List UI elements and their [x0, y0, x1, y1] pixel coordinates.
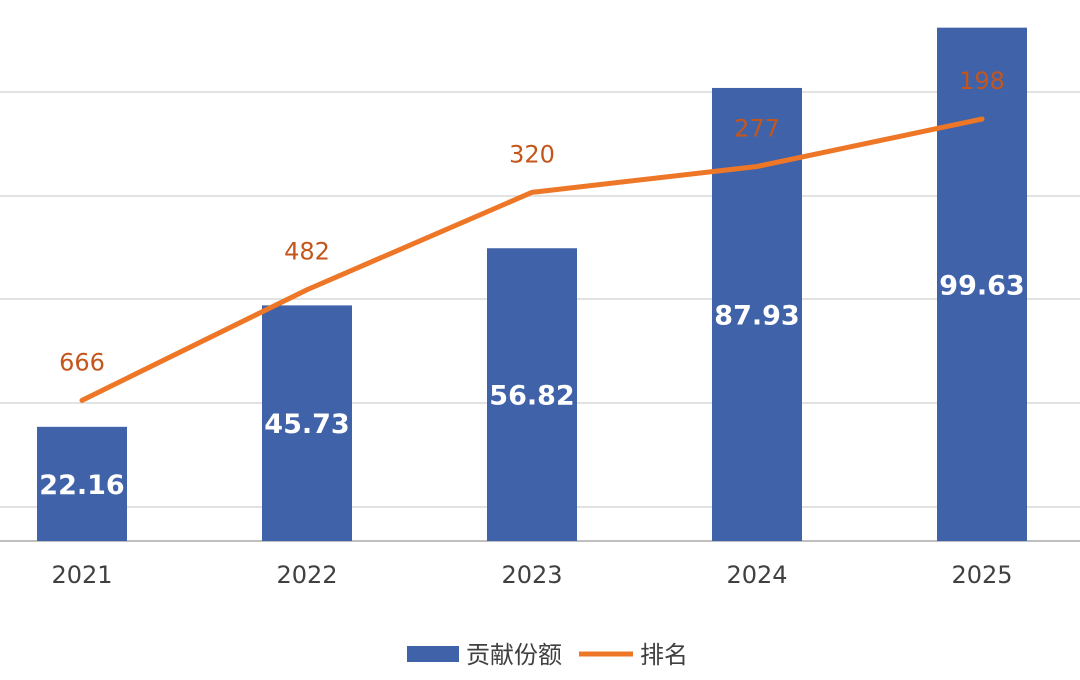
rank-label-2022: 482 [284, 238, 330, 266]
legend: 贡献份额 排名 [407, 641, 688, 669]
rank-label-2025: 198 [959, 67, 1005, 95]
bar-label-2021: 22.16 [39, 470, 124, 501]
rank-label-2024: 277 [734, 115, 780, 143]
legend-line-label: 排名 [640, 641, 688, 669]
bar-label-2022: 45.73 [264, 409, 349, 440]
bar-label-2023: 56.82 [489, 381, 574, 412]
rank-label-2023: 320 [509, 140, 555, 168]
x-tick-2025: 2025 [951, 561, 1012, 589]
x-tick-2022: 2022 [276, 561, 337, 589]
bar-label-2025: 99.63 [939, 270, 1024, 301]
bar-label-2024: 87.93 [714, 300, 799, 331]
rank-label-2021: 666 [59, 348, 105, 376]
legend-bar-label: 贡献份额 [466, 641, 562, 669]
line-series [79, 116, 985, 403]
legend-bar-swatch [407, 646, 459, 662]
bar-2022 [262, 305, 352, 541]
x-tick-2023: 2023 [501, 561, 562, 589]
x-axis-ticks: 2021 2022 2023 2024 2025 [51, 561, 1012, 589]
data-labels: 22.16 45.73 56.82 87.93 99.63 666 482 320 277 198 [39, 67, 1024, 501]
x-tick-2021: 2021 [51, 561, 112, 589]
bar-2023 [487, 248, 577, 542]
bar-2025 [937, 27, 1027, 542]
bar-series [37, 27, 1027, 542]
x-tick-2024: 2024 [726, 561, 787, 589]
bar-2024 [712, 87, 802, 541]
bar-2021 [37, 426, 127, 541]
